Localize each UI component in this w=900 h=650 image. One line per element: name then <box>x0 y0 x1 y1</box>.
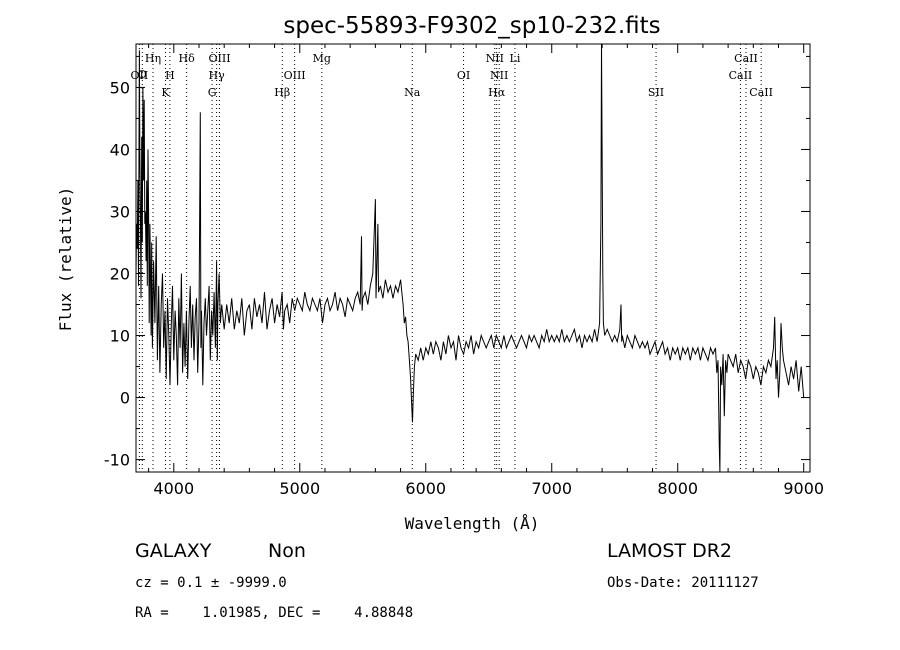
marker-label-7: Hγ <box>209 69 226 82</box>
marker-label-17: Li <box>510 52 521 65</box>
axes: 4000 5000 6000 7000 8000 9000 -10 0 10 20 30 40 50 <box>104 44 824 498</box>
line-markers: OIIOHηKHHδGHγOIIIHβOIIIMgNaOINIIHαNIILiS… <box>131 44 773 472</box>
y-tick-label-2: 10 <box>110 327 130 346</box>
x-tick-label-3: 7000 <box>531 479 572 498</box>
marker-label-2: Hη <box>145 52 161 65</box>
object-class: GALAXY <box>135 540 212 562</box>
y-tick-label-6: 50 <box>110 78 130 97</box>
marker-label-14: NII <box>486 52 504 65</box>
x-tick-label-5: 9000 <box>783 479 824 498</box>
marker-label-3: K <box>161 86 170 99</box>
coordinates-line: RA = 1.01985, DEC = 4.88848 <box>135 605 414 621</box>
marker-label-20: CaII <box>734 52 758 65</box>
y-axis-label: Flux (relative) <box>56 187 75 332</box>
y-tick-label-0: -10 <box>104 451 130 470</box>
x-tick-label-1: 5000 <box>279 479 320 498</box>
y-tick-label-4: 30 <box>110 202 130 221</box>
marker-label-15: Hα <box>488 86 506 99</box>
chart-title: spec-55893-F9302_sp10-232.fits <box>283 13 660 39</box>
marker-label-16: NII <box>490 69 508 82</box>
marker-label-18: SII <box>648 86 664 99</box>
marker-label-6: G <box>208 86 217 99</box>
marker-label-8: OIII <box>208 52 230 65</box>
marker-label-5: Hδ <box>179 52 196 65</box>
plot-frame <box>135 43 811 473</box>
x-axis-label: Wavelength (Å) <box>405 514 540 533</box>
y-tick-label-1: 0 <box>120 389 130 408</box>
object-subclass: Non <box>268 540 306 562</box>
marker-label-4: H <box>165 69 175 82</box>
marker-label-19: CaII <box>729 69 753 82</box>
marker-label-21: CaII <box>749 86 773 99</box>
marker-label-9: Hβ <box>274 86 290 99</box>
marker-label-10: OIII <box>284 69 306 82</box>
y-tick-label-5: 40 <box>110 140 130 159</box>
observation-date: Obs-Date: 20111127 <box>607 575 759 591</box>
y-tick-label-3: 20 <box>110 265 130 284</box>
marker-label-13: OI <box>457 69 470 82</box>
marker-label-11: Mg <box>313 52 331 65</box>
marker-label-1: O <box>138 68 147 81</box>
spectrum-line <box>135 43 805 473</box>
survey-name: LAMOST DR2 <box>607 540 732 562</box>
marker-label-12: Na <box>404 86 421 99</box>
x-tick-label-2: 6000 <box>405 479 446 498</box>
redshift-line: cz = 0.1 ± -9999.0 <box>135 575 287 591</box>
x-tick-label-0: 4000 <box>153 479 194 498</box>
x-tick-label-4: 8000 <box>657 479 698 498</box>
